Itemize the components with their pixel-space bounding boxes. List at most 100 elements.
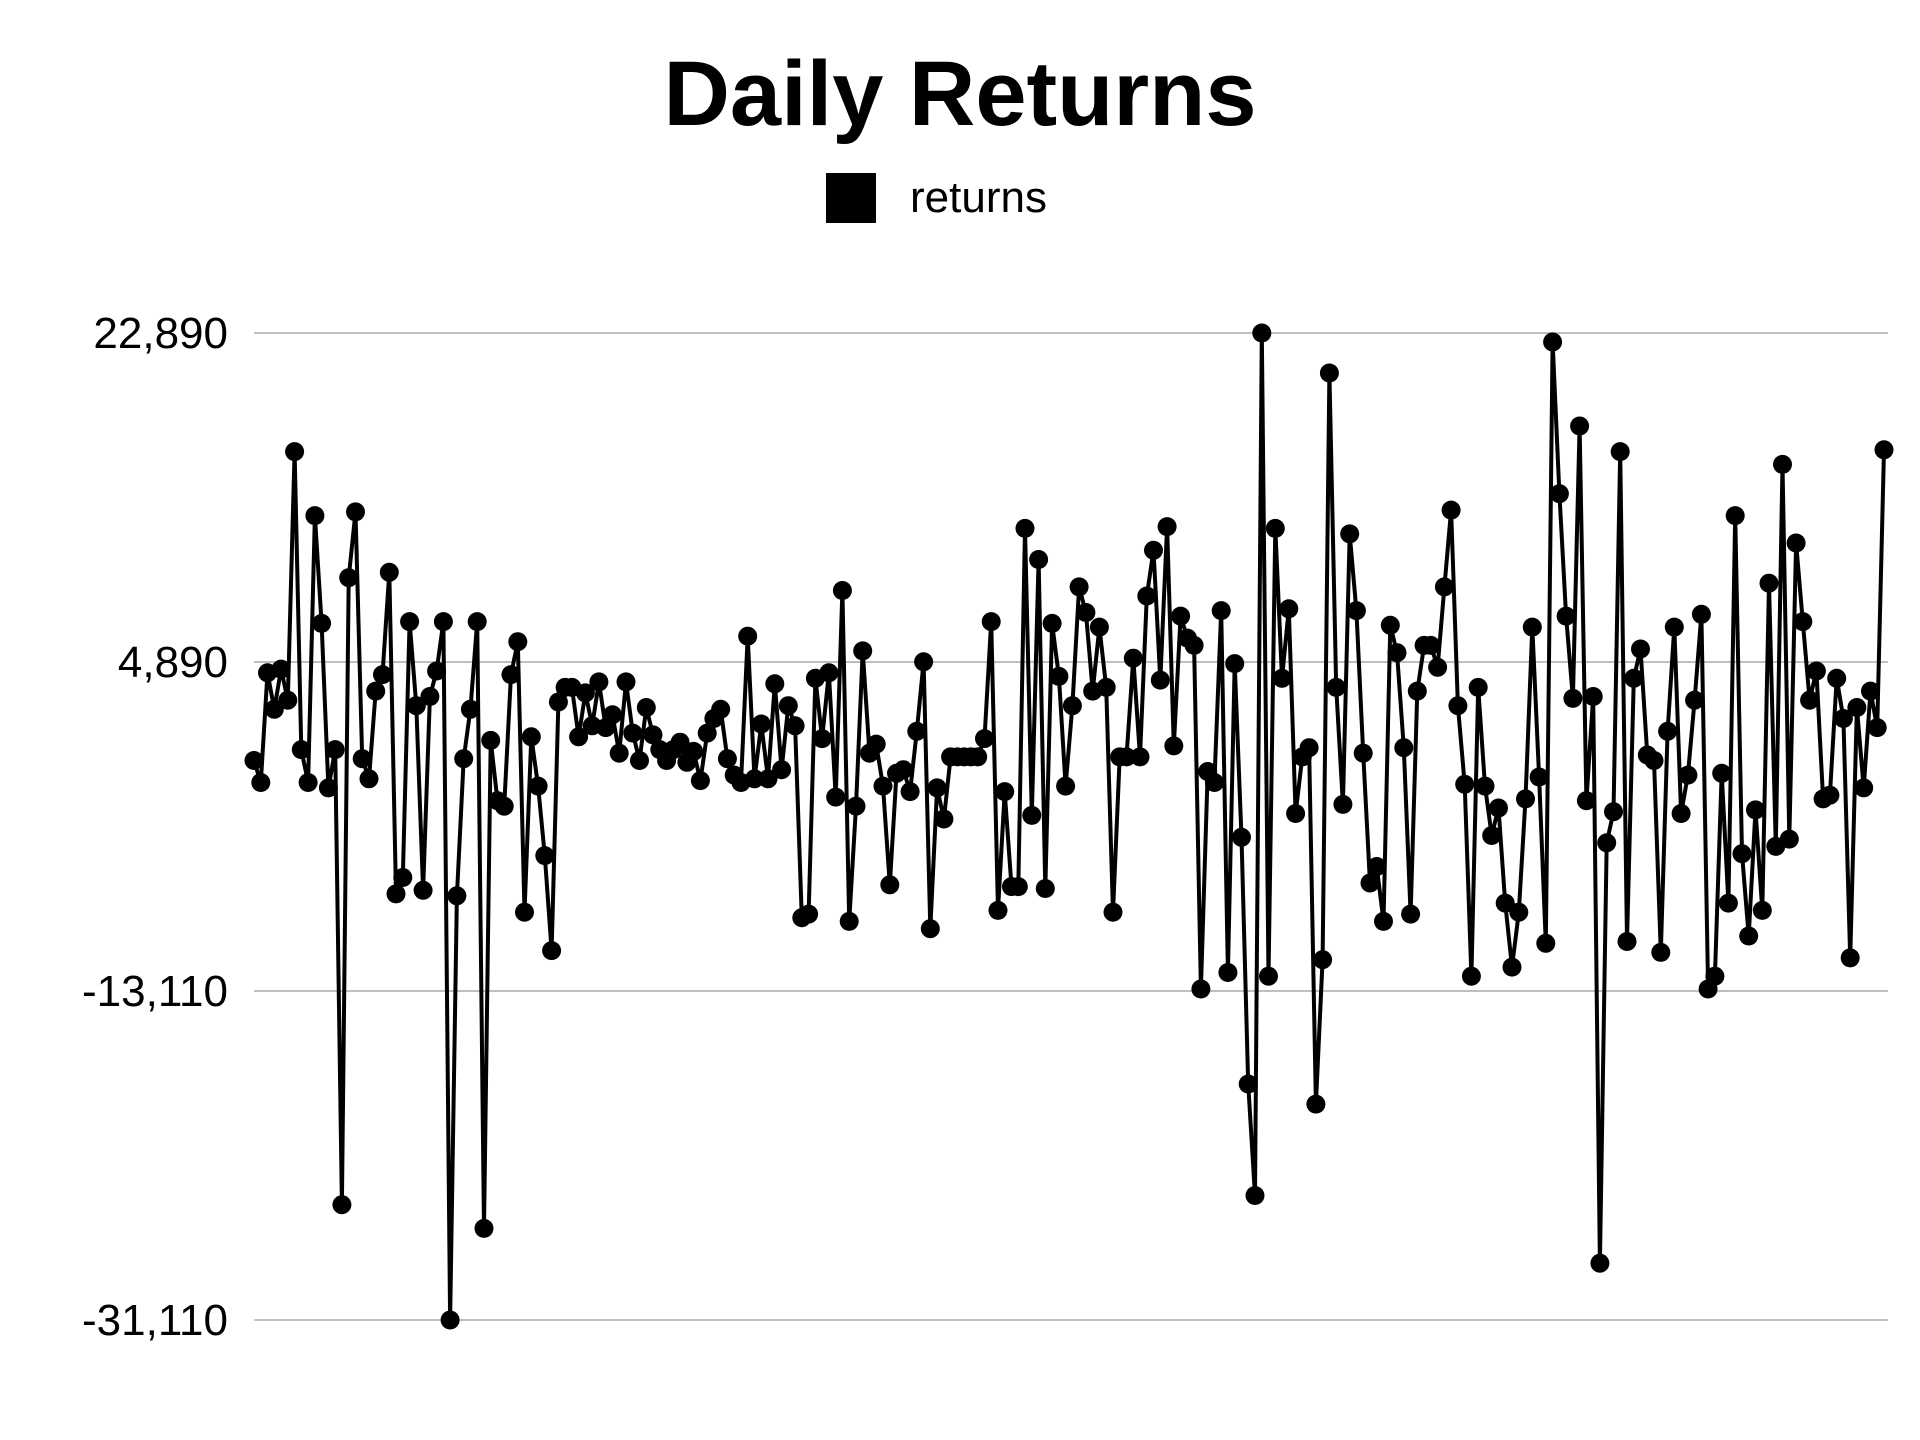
data-point bbox=[352, 749, 372, 769]
data-point bbox=[481, 730, 501, 750]
data-point bbox=[623, 723, 643, 743]
data-point bbox=[697, 723, 717, 743]
data-point bbox=[1184, 635, 1204, 655]
data-point bbox=[812, 729, 832, 749]
data-point bbox=[1549, 484, 1569, 504]
data-point bbox=[1631, 639, 1650, 659]
data-point bbox=[1570, 416, 1590, 436]
data-point bbox=[1820, 785, 1840, 805]
data-point bbox=[373, 665, 392, 685]
data-point bbox=[542, 941, 562, 961]
data-point bbox=[1150, 670, 1170, 690]
data-point bbox=[934, 809, 954, 829]
data-point bbox=[1489, 798, 1508, 818]
data-point bbox=[1259, 966, 1278, 986]
data-point bbox=[1604, 802, 1623, 822]
data-point bbox=[1123, 648, 1143, 668]
data-point bbox=[1191, 979, 1211, 999]
data-point bbox=[1448, 696, 1468, 716]
data-point bbox=[1739, 926, 1759, 946]
data-point bbox=[1232, 827, 1251, 847]
data-point bbox=[1204, 773, 1224, 792]
data-point bbox=[1529, 767, 1549, 787]
data-point bbox=[521, 727, 541, 747]
legend: returns bbox=[826, 170, 1047, 226]
data-point bbox=[846, 796, 866, 816]
data-point bbox=[1076, 603, 1096, 622]
data-point bbox=[1563, 688, 1583, 708]
data-point bbox=[1854, 778, 1874, 798]
data-point bbox=[1773, 454, 1792, 474]
data-point bbox=[670, 732, 690, 752]
data-point bbox=[636, 698, 656, 717]
data-point bbox=[1049, 666, 1069, 686]
data-point bbox=[1434, 577, 1454, 597]
data-point bbox=[1029, 550, 1049, 569]
data-point bbox=[1827, 668, 1847, 688]
data-point bbox=[1022, 805, 1042, 825]
data-point bbox=[1306, 1094, 1326, 1114]
data-point bbox=[1502, 957, 1522, 977]
data-point bbox=[738, 626, 758, 646]
data-point bbox=[1360, 873, 1380, 893]
data-point bbox=[1428, 657, 1448, 677]
data-point bbox=[1718, 893, 1738, 913]
data-point bbox=[427, 661, 447, 681]
data-point bbox=[413, 880, 433, 900]
data-point bbox=[1509, 902, 1529, 922]
y-tick-label: 4,890 bbox=[118, 638, 228, 687]
data-point bbox=[1861, 681, 1880, 701]
data-point bbox=[1664, 617, 1684, 637]
data-point bbox=[684, 741, 704, 761]
data-point bbox=[501, 665, 521, 685]
data-point bbox=[1056, 776, 1076, 796]
data-point bbox=[312, 613, 332, 633]
data-point bbox=[1130, 747, 1150, 767]
data-point bbox=[616, 672, 636, 692]
data-point bbox=[690, 771, 710, 791]
data-point bbox=[1617, 932, 1637, 951]
data-point bbox=[826, 787, 846, 807]
data-point bbox=[1252, 323, 1272, 343]
data-point bbox=[751, 714, 771, 734]
data-point bbox=[366, 681, 386, 701]
data-point bbox=[995, 782, 1015, 802]
data-point bbox=[1211, 601, 1231, 621]
data-point bbox=[1840, 948, 1860, 968]
data-point bbox=[1286, 804, 1306, 823]
data-point bbox=[832, 581, 852, 600]
data-point bbox=[1137, 586, 1157, 606]
data-point bbox=[1035, 879, 1055, 898]
data-point bbox=[528, 776, 548, 796]
data-point bbox=[1279, 599, 1299, 619]
data-point bbox=[1806, 661, 1826, 681]
data-point bbox=[968, 747, 988, 767]
data-point bbox=[1421, 635, 1441, 655]
legend-label-returns: returns bbox=[910, 173, 1047, 222]
data-point bbox=[1759, 573, 1779, 593]
y-tick-label: -31,110 bbox=[82, 1296, 228, 1345]
data-point bbox=[1712, 763, 1732, 783]
data-point bbox=[1658, 721, 1678, 741]
data-point bbox=[1103, 902, 1123, 922]
data-point bbox=[508, 632, 528, 652]
data-point bbox=[873, 776, 893, 796]
data-point bbox=[1117, 747, 1136, 767]
data-point bbox=[1644, 751, 1664, 770]
data-point bbox=[1779, 829, 1799, 849]
data-point bbox=[1590, 1253, 1610, 1273]
data-point bbox=[1685, 690, 1705, 710]
data-point bbox=[1671, 804, 1691, 823]
data-point bbox=[1042, 613, 1062, 633]
chart-title: Daily Returns bbox=[663, 43, 1257, 145]
data-point bbox=[927, 778, 947, 798]
data-point bbox=[819, 663, 839, 683]
data-point bbox=[609, 743, 629, 763]
y-tick-label: 22,890 bbox=[93, 309, 228, 358]
data-point bbox=[1326, 677, 1346, 697]
data-point bbox=[589, 672, 609, 692]
data-point bbox=[1867, 718, 1887, 738]
data-point bbox=[1800, 690, 1820, 710]
